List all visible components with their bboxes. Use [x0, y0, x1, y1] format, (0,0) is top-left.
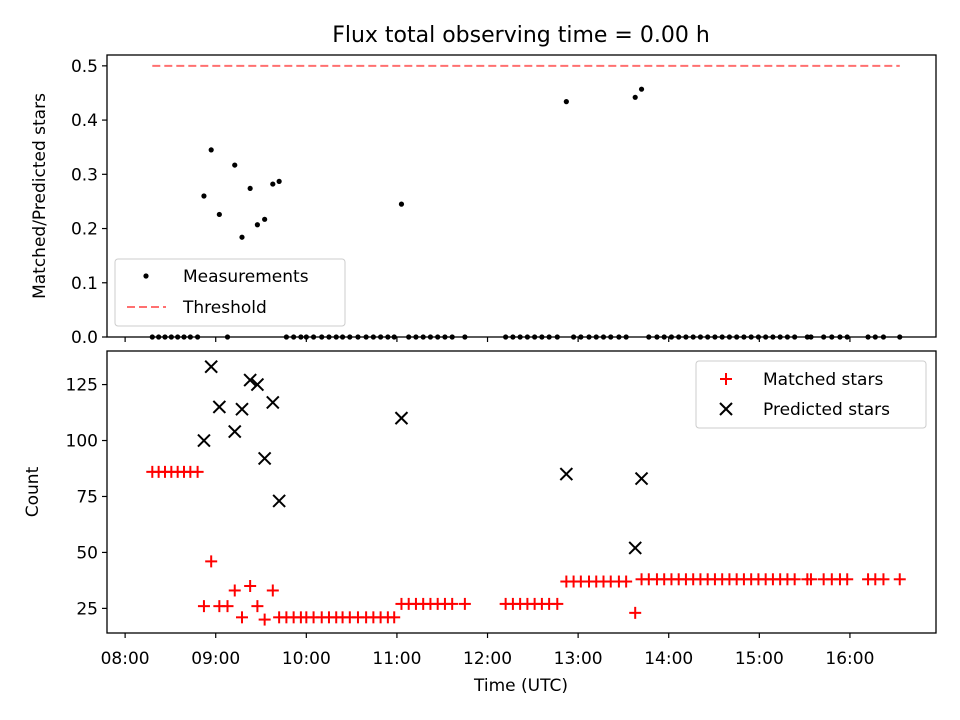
legend-measurements-marker	[143, 273, 149, 279]
measurement-point	[632, 94, 638, 100]
matched-star-point	[244, 580, 257, 592]
bottom-x-tick-label: 08:00	[101, 649, 150, 669]
matched-star-point	[228, 584, 241, 597]
bottom-plot-frame	[106, 350, 937, 634]
legend-predicted-label: Predicted stars	[763, 400, 890, 420]
bottom-x-tick-label: 14:00	[644, 649, 693, 669]
bottom-y-tick-label: 125	[66, 376, 98, 396]
top-y-axis-label: Matched/Predicted stars	[30, 93, 50, 299]
bottom-y-tick-label: 50	[76, 543, 98, 563]
legend-matched-marker	[720, 373, 732, 385]
top-y-tick-label: 0.1	[71, 274, 98, 294]
predicted-star-point	[212, 400, 227, 414]
matched-star-point	[251, 600, 264, 613]
bottom-legend-box	[695, 360, 927, 429]
bottom-y-tick-label: 25	[76, 599, 98, 619]
bottom-y-axis: 25 50 75 100 125	[66, 376, 107, 619]
top-y-axis: 0.0 0.1 0.2 0.3 0.4 0.5	[71, 57, 107, 348]
measurement-point	[232, 162, 238, 168]
matched-star-point	[446, 597, 459, 610]
bottom-x-tick-label: 16:00	[825, 649, 874, 669]
bottom-x-tick-label: 11:00	[372, 649, 421, 669]
matched-star-point	[388, 611, 401, 624]
bottom-x-tick-label: 12:00	[463, 649, 512, 669]
top-y-tick-label: 0.4	[71, 111, 98, 131]
measurement-point	[276, 178, 282, 184]
matched-star-point	[893, 573, 906, 586]
measurement-point	[563, 99, 569, 105]
matched-star-point	[235, 611, 248, 624]
measurement-point	[239, 234, 245, 240]
predicted-star-point	[266, 395, 280, 410]
matched-star-point	[205, 555, 218, 568]
bottom-x-axis: 08:00 09:00 10:00 11:00 12:00 13:00 14:00 15:00…	[101, 633, 874, 669]
measurement-point	[270, 181, 276, 187]
measurement-point	[262, 216, 268, 222]
predicted-star-point	[559, 467, 574, 481]
matched-star-point	[877, 573, 890, 586]
top-legend: Measurements Threshold	[114, 258, 346, 327]
top-y-tick-label: 0.3	[71, 165, 98, 185]
figure-title: Flux total observing time = 0.00 h	[332, 23, 710, 48]
top-panel: 0.0 0.1 0.2 0.3 0.4 0.5 Matched/Predicted sta…	[30, 54, 937, 348]
matched-star-point	[221, 600, 234, 613]
bottom-data-layer	[146, 359, 906, 626]
bottom-y-tick-label: 100	[66, 432, 98, 452]
bottom-x-tick-label: 09:00	[191, 649, 240, 669]
predicted-star-point	[204, 359, 218, 374]
predicted-star-point	[628, 541, 642, 555]
top-y-tick-label: 0.5	[71, 57, 98, 77]
bottom-panel: 25 50 75 100 125 08:00 09:00 10:00 11:00 12:00 13…	[23, 350, 937, 696]
predicted-star-point	[228, 424, 242, 439]
top-y-tick-label: 0.0	[71, 328, 98, 348]
matched-star-point	[258, 613, 271, 626]
predicted-star-point	[272, 494, 286, 508]
measurement-point	[216, 211, 222, 218]
matched-star-point	[197, 600, 210, 613]
bottom-x-tick-label: 13:00	[554, 649, 603, 669]
matched-star-point	[620, 575, 633, 588]
measurement-point	[247, 185, 253, 192]
matched-star-point	[788, 573, 801, 586]
measurement-point	[208, 147, 214, 153]
matched-star-point	[458, 597, 471, 610]
measurement-point	[398, 201, 405, 207]
legend-threshold-label: Threshold	[182, 298, 267, 318]
predicted-star-point	[634, 471, 649, 486]
bottom-x-tick-label: 15:00	[735, 649, 784, 669]
predicted-star-point	[235, 402, 249, 416]
matched-star-point	[804, 573, 817, 586]
bottom-y-tick-label: 75	[76, 487, 98, 507]
matched-star-point	[266, 584, 279, 597]
predicted-star-point	[250, 377, 265, 392]
matched-star-point	[551, 597, 564, 610]
matched-star-point	[191, 465, 204, 478]
top-y-tick-label: 0.2	[71, 220, 98, 240]
predicted-star-point	[197, 433, 211, 448]
predicted-star-point	[257, 451, 272, 466]
predicted-star-point	[394, 411, 409, 425]
measurement-point	[201, 193, 207, 199]
bottom-x-axis-label: Time (UTC)	[473, 676, 568, 696]
bottom-legend: Matched stars Predicted stars	[695, 360, 927, 429]
top-plot-frame	[106, 54, 937, 338]
measurement-point	[638, 86, 645, 92]
bottom-x-tick-label: 10:00	[282, 649, 331, 669]
predicted-star-point	[243, 373, 257, 387]
bottom-y-axis-label: Count	[23, 466, 43, 517]
measurement-point	[254, 222, 260, 228]
matched-star-point	[841, 573, 854, 586]
top-legend-box	[114, 258, 346, 327]
legend-measurements-label: Measurements	[183, 267, 309, 287]
top-x-ticks	[124, 337, 851, 342]
legend-matched-label: Matched stars	[763, 370, 883, 390]
legend-predicted-marker	[719, 402, 733, 416]
matched-star-point	[629, 606, 642, 619]
